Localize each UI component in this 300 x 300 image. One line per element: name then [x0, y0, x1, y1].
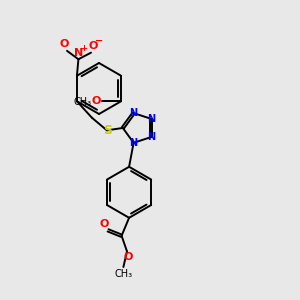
Text: −: − [95, 36, 103, 46]
Text: O: O [124, 252, 133, 262]
Text: N: N [130, 108, 138, 118]
Text: N: N [130, 138, 138, 148]
Text: O: O [100, 219, 109, 229]
Text: O: O [92, 96, 101, 106]
Text: CH₃: CH₃ [114, 269, 133, 279]
Text: S: S [103, 124, 112, 137]
Text: CH₃: CH₃ [74, 97, 92, 107]
Text: +: + [80, 44, 87, 52]
Text: N: N [74, 48, 83, 58]
Text: O: O [89, 41, 98, 51]
Text: O: O [60, 39, 69, 49]
Text: N: N [147, 132, 155, 142]
Text: N: N [147, 114, 155, 124]
